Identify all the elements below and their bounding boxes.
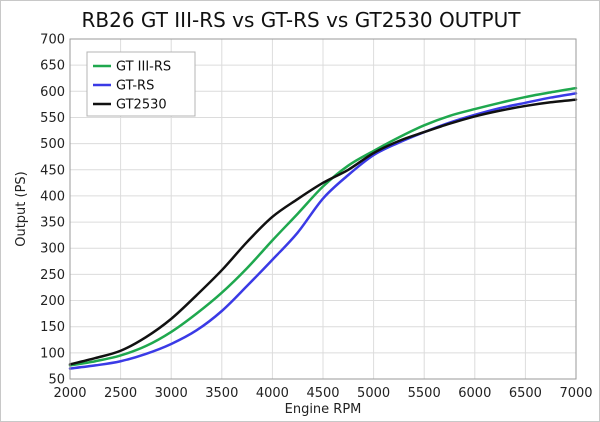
y-tick-label: 50 [48,373,65,388]
x-tick-label: 3000 [155,386,188,401]
y-tick-label: 100 [40,346,65,361]
x-tick-label: 3500 [205,386,238,401]
series-lines [68,86,578,370]
series-line-gt2530 [68,98,578,366]
axes: 50 100 150 200 250 300 350 400 450 500 550 600 650 70… [40,33,592,402]
legend: GT III-RS GT-RS GT2530 [86,51,196,117]
legend-label: GT2530 [116,98,167,113]
x-tick-label: 6000 [458,386,491,401]
y-tick-label: 250 [40,268,65,283]
y-axis-label: Output (PS) [14,171,29,247]
legend-label: GT-RS [116,79,154,94]
y-tick-label: 500 [40,137,65,152]
chart-title: RB26 GT III-RS vs GT-RS vs GT2530 OUTPUT [82,8,522,32]
x-tick-label: 6500 [509,386,542,401]
series-line-gt-iii-rs [68,86,578,367]
y-tick-label: 300 [40,242,65,257]
y-tick-label: 350 [40,216,65,231]
x-tick-label: 7000 [559,386,592,401]
y-tick-label: 600 [40,85,65,100]
series-line-gt-rs [68,92,578,370]
x-tick-label: 4000 [256,386,289,401]
y-tick-label: 200 [40,294,65,309]
x-tick-label: 2500 [104,386,137,401]
legend-label: GT III-RS [116,60,171,75]
y-tick-label: 700 [40,33,65,48]
x-tick-label: 5000 [357,386,390,401]
y-tick-label: 150 [40,320,65,335]
y-tick-label: 400 [40,189,65,204]
plot-area-border [69,38,577,380]
x-axis-label: Engine RPM [285,402,362,417]
y-tick-label: 650 [40,59,65,74]
x-tick-label: 2000 [53,386,86,401]
y-tick-label: 550 [40,111,65,126]
x-tick-label: 4500 [306,386,339,401]
y-tick-label: 450 [40,163,65,178]
x-tick-label: 5500 [408,386,441,401]
